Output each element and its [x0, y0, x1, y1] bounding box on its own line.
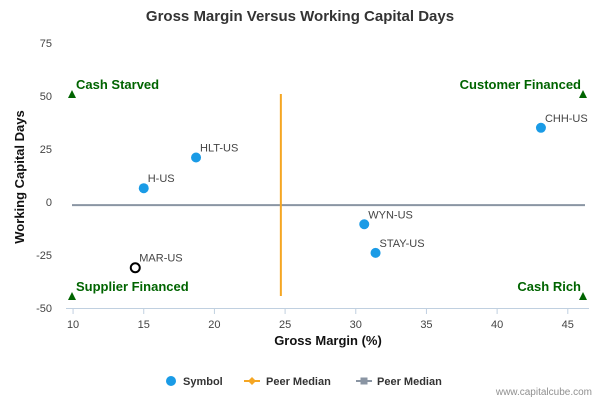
data-label-chh-us: CHH-US — [545, 113, 588, 125]
axes: 10 15 20 25 30 35 40 45 75 50 25 0 -25 -50 — [36, 38, 589, 331]
x-tick-label: 25 — [279, 319, 291, 331]
legend-symbol-marker — [166, 376, 176, 386]
legend: Symbol Peer Median Peer Median — [166, 376, 442, 388]
data-point-chh-us — [535, 122, 546, 133]
y-axis-title: Working Capital Days — [12, 110, 27, 243]
data-label-stay-us: STAY-US — [380, 238, 425, 250]
legend-peer-median-label-2: Peer Median — [377, 376, 442, 388]
quadrant-marker-top-left — [68, 90, 76, 98]
credit-text: www.capitalcube.com — [495, 387, 592, 398]
x-tick-label: 45 — [562, 319, 574, 331]
data-label-wyn-us: WYN-US — [368, 209, 413, 221]
legend-diamond-marker — [248, 377, 256, 385]
x-tick-label: 10 — [67, 319, 79, 331]
legend-square-marker — [360, 377, 368, 385]
quadrant-label-cash-starved: Cash Starved — [76, 77, 159, 92]
plot-area: Cash Starved Customer Financed Supplier Fi… — [68, 77, 588, 300]
quadrant-label-supplier-financed: Supplier Financed — [76, 279, 189, 294]
x-tick-label: 15 — [138, 319, 150, 331]
data-label-hlt-us: HLT-US — [200, 142, 238, 154]
quadrant-label-cash-rich: Cash Rich — [517, 279, 581, 294]
y-tick-label: 75 — [40, 38, 52, 50]
legend-symbol-label: Symbol — [183, 376, 223, 388]
data-point-hlt-us — [191, 152, 202, 163]
y-tick-label: 50 — [40, 91, 52, 103]
quadrant-marker-top-right — [579, 90, 587, 98]
data-label-mar-us: MAR-US — [139, 253, 182, 265]
data-point-h-us — [138, 183, 149, 194]
y-tick-label: -50 — [36, 303, 52, 315]
y-tick-label: 25 — [40, 144, 52, 156]
quadrant-marker-bottom-right — [579, 292, 587, 300]
legend-peer-median-label-1: Peer Median — [266, 376, 331, 388]
data-point-stay-us — [370, 247, 381, 258]
x-tick-label: 20 — [208, 319, 220, 331]
x-tick-label: 40 — [491, 319, 503, 331]
x-axis-title: Gross Margin (%) — [274, 333, 382, 348]
y-tick-label: 0 — [46, 197, 52, 209]
data-label-h-us: H-US — [148, 173, 175, 185]
data-point-mar-us — [129, 262, 141, 274]
chart-title: Gross Margin Versus Working Capital Days — [146, 8, 454, 25]
y-tick-label: -25 — [36, 250, 52, 262]
quadrant-marker-bottom-left — [68, 292, 76, 300]
data-point-wyn-us — [359, 219, 370, 230]
x-tick-label: 35 — [420, 319, 432, 331]
quadrant-label-customer-financed: Customer Financed — [460, 77, 581, 92]
x-tick-label: 30 — [350, 319, 362, 331]
